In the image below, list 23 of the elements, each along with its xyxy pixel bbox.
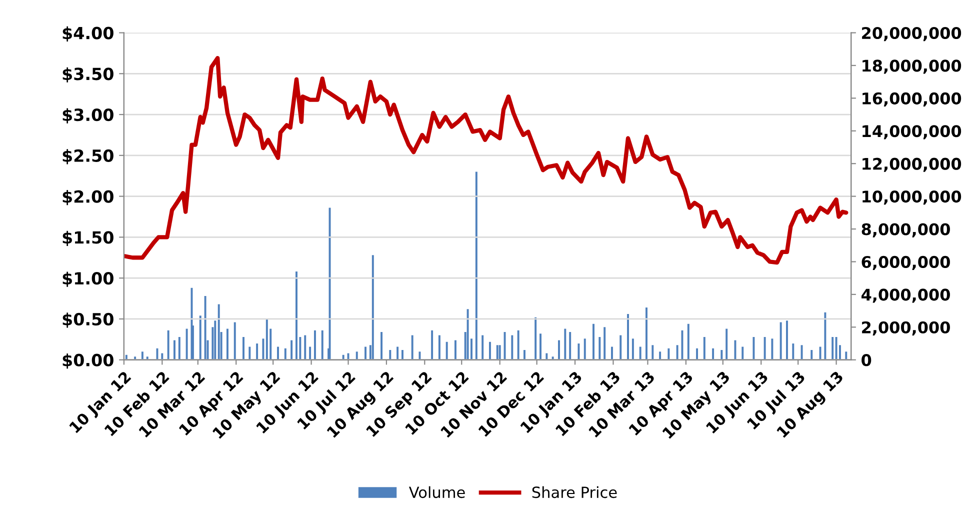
y-tick-label: $3.00 — [62, 108, 114, 124]
y-tick-label: $4.00 — [62, 26, 114, 42]
y-tick-label: $2.00 — [62, 190, 114, 206]
y2-tick-label: 4,000,000 — [862, 288, 950, 303]
y2-tick-label: 8,000,000 — [862, 223, 950, 238]
y2-tick-label: 10,000,000 — [862, 190, 962, 205]
y2-tick-label: 0 — [862, 354, 872, 366]
y-tick-label: $1.00 — [62, 272, 114, 287]
y2-tick-label: 18,000,000 — [862, 60, 962, 74]
y-tick-label: $0.50 — [62, 312, 114, 328]
legend-label: Share Price — [532, 486, 617, 498]
y-tick-label: $2.50 — [62, 149, 114, 164]
y-tick-label: $1.50 — [62, 230, 114, 246]
y2-tick-label: 6,000,000 — [862, 256, 950, 270]
y2-tick-label: 2,000,000 — [862, 321, 950, 336]
y2-tick-label: 12,000,000 — [862, 158, 962, 172]
line-series — [124, 56, 848, 265]
y-tick-label: $3.50 — [62, 67, 114, 82]
y2-tick-label: 14,000,000 — [862, 125, 962, 140]
y2-tick-label: 20,000,000 — [862, 26, 962, 42]
y2-tick-label: 16,000,000 — [862, 92, 962, 107]
y-tick-label: $0.00 — [62, 354, 114, 369]
legend-label: Volume — [408, 486, 465, 498]
